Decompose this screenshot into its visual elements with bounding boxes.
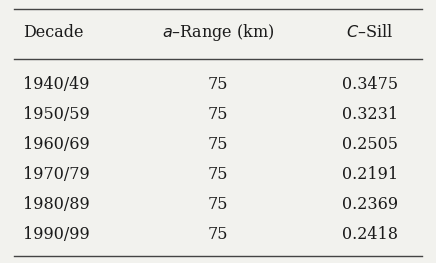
- Text: 1950/59: 1950/59: [23, 106, 90, 123]
- Text: $C$–Sill: $C$–Sill: [346, 24, 393, 41]
- Text: 0.2191: 0.2191: [341, 166, 398, 183]
- Text: 0.2505: 0.2505: [342, 136, 398, 153]
- Text: 75: 75: [208, 166, 228, 183]
- Text: 0.3231: 0.3231: [341, 106, 398, 123]
- Text: 1990/99: 1990/99: [23, 226, 90, 243]
- Text: 75: 75: [208, 226, 228, 243]
- Text: 1940/49: 1940/49: [23, 76, 89, 93]
- Text: 75: 75: [208, 106, 228, 123]
- Text: 75: 75: [208, 76, 228, 93]
- Text: 0.2418: 0.2418: [342, 226, 398, 243]
- Text: 0.3475: 0.3475: [341, 76, 398, 93]
- Text: 0.2369: 0.2369: [341, 196, 398, 213]
- Text: $a$–Range (km): $a$–Range (km): [162, 22, 274, 43]
- Text: 1970/79: 1970/79: [23, 166, 90, 183]
- Text: 75: 75: [208, 136, 228, 153]
- Text: Decade: Decade: [23, 24, 84, 41]
- Text: 75: 75: [208, 196, 228, 213]
- Text: 1960/69: 1960/69: [23, 136, 90, 153]
- Text: 1980/89: 1980/89: [23, 196, 90, 213]
